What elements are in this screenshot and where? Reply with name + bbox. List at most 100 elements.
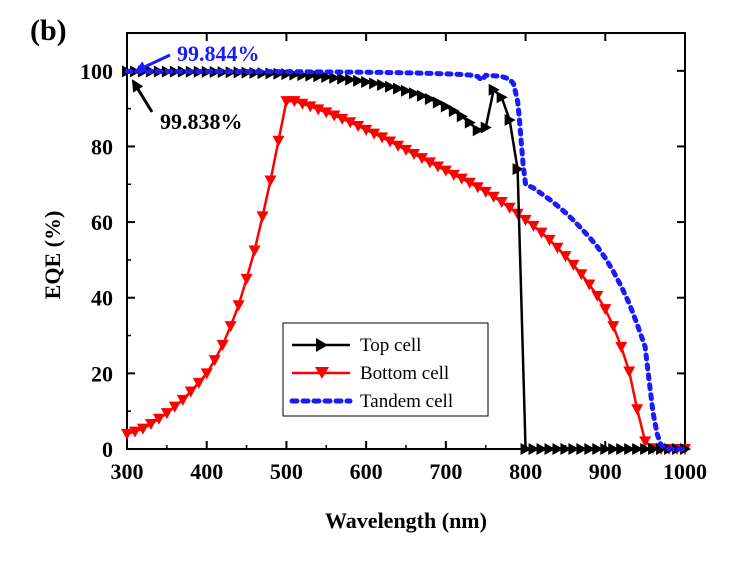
data-point — [392, 140, 405, 152]
data-point — [496, 91, 508, 104]
data-point — [463, 177, 476, 189]
data-point — [592, 443, 604, 455]
data-point — [528, 443, 540, 455]
data-point — [575, 269, 588, 281]
data-point — [624, 443, 636, 455]
axis-ticks: 300 400 500 600 700 800 900 1000 0 20 40 60 80 100 — [80, 33, 707, 484]
legend-label-bottom: Bottom cell — [360, 363, 449, 384]
legend-item-bottom-cell: Bottom cell — [292, 363, 449, 384]
data-point — [519, 214, 532, 226]
data-point — [424, 92, 436, 105]
data-point — [168, 401, 181, 413]
data-point — [256, 211, 269, 223]
data-point — [216, 340, 229, 351]
data-point — [376, 132, 389, 144]
data-point — [336, 113, 349, 125]
data-point — [352, 121, 365, 133]
data-point — [487, 191, 500, 203]
x-tick-label: 300 — [111, 459, 144, 484]
annotation-top: 99.838% — [160, 109, 243, 134]
data-point — [495, 197, 508, 209]
data-point — [543, 234, 556, 246]
data-point — [576, 443, 588, 455]
data-point — [385, 80, 397, 93]
legend-marker-top — [316, 338, 328, 352]
data-point — [464, 116, 476, 129]
data-point — [408, 87, 420, 100]
data-point — [568, 443, 580, 455]
data-point — [608, 443, 620, 455]
data-point — [337, 72, 349, 85]
data-point — [479, 186, 492, 198]
data-point — [232, 300, 245, 312]
annotation-arrow-blue — [134, 53, 171, 73]
data-point — [480, 121, 492, 134]
data-point — [128, 426, 141, 438]
data-point — [440, 100, 452, 113]
data-point — [160, 408, 173, 420]
legend-item-top-cell: Top cell — [292, 335, 421, 356]
annotation-tandem: 99.844% — [177, 41, 260, 66]
data-point — [360, 124, 373, 136]
data-point — [345, 73, 357, 86]
data-point — [471, 182, 484, 194]
data-point — [472, 124, 484, 137]
data-point — [400, 144, 412, 156]
data-point — [407, 149, 420, 161]
data-point — [248, 245, 261, 257]
y-tick-label: 40 — [91, 286, 113, 311]
data-point — [176, 394, 189, 406]
data-point — [384, 136, 397, 148]
legend: Top cell Bottom cell Tandem cell — [282, 322, 489, 417]
data-point — [136, 423, 149, 435]
data-point — [456, 110, 468, 123]
data-point — [520, 443, 532, 455]
data-point — [329, 71, 341, 84]
data-point — [401, 84, 412, 97]
data-point — [144, 419, 157, 431]
data-point — [536, 443, 548, 455]
data-point — [583, 279, 596, 291]
data-point — [567, 259, 580, 271]
data-point — [312, 104, 325, 116]
panel-label: (b) — [30, 14, 67, 47]
data-point — [361, 76, 373, 89]
data-point — [512, 163, 524, 176]
data-point — [584, 443, 596, 455]
x-tick-label: 600 — [350, 459, 383, 484]
annotation-arrow-black — [131, 79, 154, 113]
x-tick-label: 1000 — [663, 459, 707, 484]
data-point — [511, 208, 524, 220]
x-tick-label: 700 — [429, 459, 462, 484]
data-point — [208, 355, 221, 367]
data-point — [353, 74, 365, 87]
data-point — [369, 77, 381, 90]
data-point — [488, 83, 500, 96]
data-point — [264, 175, 277, 187]
data-point — [527, 220, 540, 232]
x-tick-label: 400 — [190, 459, 223, 484]
legend-marker-bottom — [315, 367, 329, 379]
data-point — [393, 82, 405, 95]
data-point — [200, 368, 213, 380]
data-point — [415, 153, 428, 165]
data-point — [448, 105, 460, 118]
data-point — [632, 443, 644, 455]
data-point — [192, 377, 205, 389]
y-tick-label: 100 — [80, 59, 113, 84]
legend-item-tandem-cell: Tandem cell — [289, 391, 453, 412]
data-point — [616, 443, 628, 455]
data-point — [240, 273, 253, 285]
y-tick-label: 0 — [102, 437, 113, 462]
data-point — [631, 404, 644, 416]
data-point — [272, 135, 285, 147]
data-point — [623, 366, 636, 378]
data-point — [280, 96, 293, 108]
data-point — [680, 443, 691, 455]
series-tandem-cell — [124, 68, 688, 452]
data-point — [535, 227, 548, 239]
data-point — [304, 101, 317, 113]
data-point — [552, 443, 564, 455]
data-point — [639, 436, 652, 448]
